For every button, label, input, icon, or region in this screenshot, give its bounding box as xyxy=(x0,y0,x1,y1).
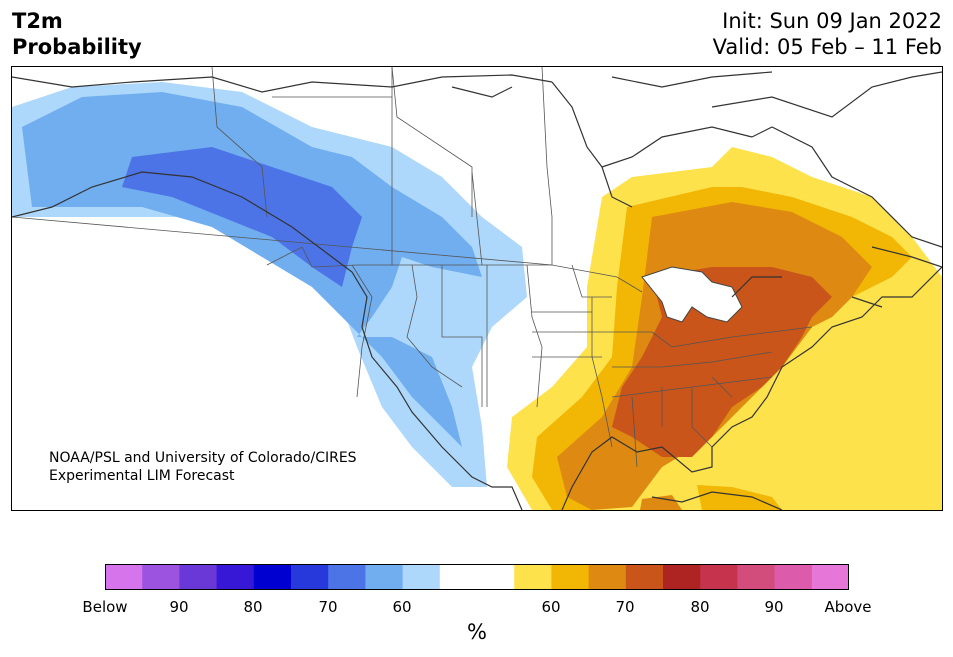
map-canvas xyxy=(12,67,942,510)
colorbar-swatch xyxy=(439,564,478,590)
colorbar-swatch xyxy=(588,564,627,590)
colorbar-swatch xyxy=(477,564,515,590)
init-date: Init: Sun 09 Jan 2022 xyxy=(722,9,942,33)
forecast-dates: Init: Sun 09 Jan 2022 Valid: 05 Feb – 11… xyxy=(713,8,942,60)
forecast-map xyxy=(11,66,943,511)
forecast-credit: NOAA/PSL and University of Colorado/CIRE… xyxy=(49,449,357,485)
valid-range: Valid: 05 Feb – 11 Feb xyxy=(712,35,942,59)
colorbar-swatch xyxy=(625,564,664,590)
colorbar-tick-label: Below xyxy=(82,598,128,616)
colorbar-border xyxy=(105,564,849,590)
coastlines xyxy=(12,71,942,510)
colorbar-tick-label: 70 xyxy=(615,598,635,616)
great-lakes xyxy=(641,266,743,323)
colorbar-swatch xyxy=(253,564,292,590)
colorbar-tick-label: 80 xyxy=(243,598,263,616)
colorbar-swatch xyxy=(328,564,366,590)
title-variable: T2m xyxy=(12,9,63,33)
colorbar-tick-label: 80 xyxy=(690,598,710,616)
colorbar-tick-label: 60 xyxy=(541,598,561,616)
credit-line1: NOAA/PSL and University of Colorado/CIRE… xyxy=(49,450,357,466)
colorbar-swatch xyxy=(514,564,552,590)
colorbar-tick-label: 60 xyxy=(392,598,412,616)
colorbar-swatch xyxy=(663,564,701,590)
title-product: Probability xyxy=(12,35,142,59)
caribbean-zone xyxy=(697,485,782,510)
credit-line2: Experimental LIM Forecast xyxy=(49,468,235,484)
colorbar-swatch xyxy=(811,564,850,590)
colorbar-swatch xyxy=(774,564,813,590)
colorbar-tick-label: 70 xyxy=(318,598,338,616)
colorbar-tick-label: 90 xyxy=(764,598,784,616)
colorbar-tick-label: Above xyxy=(824,598,872,616)
colorbar-swatch xyxy=(291,564,329,590)
colorbar-swatch xyxy=(737,564,776,590)
colorbar xyxy=(105,564,850,590)
colorbar-swatch xyxy=(216,564,255,590)
cuba-patch xyxy=(640,495,682,510)
colorbar-swatch xyxy=(402,564,441,590)
colorbar-unit: % xyxy=(467,620,487,644)
colorbar-swatch xyxy=(179,564,218,590)
colorbar-swatches xyxy=(105,564,850,590)
colorbar-swatch xyxy=(105,564,143,590)
colorbar-tick-label: 90 xyxy=(169,598,189,616)
below-zone-80 xyxy=(122,147,362,287)
map-title: T2m Probability xyxy=(12,8,142,60)
political-boundaries xyxy=(12,67,813,468)
colorbar-swatch xyxy=(142,564,180,590)
colorbar-swatch xyxy=(700,564,738,590)
colorbar-swatch xyxy=(551,564,590,590)
colorbar-swatch xyxy=(365,564,404,590)
